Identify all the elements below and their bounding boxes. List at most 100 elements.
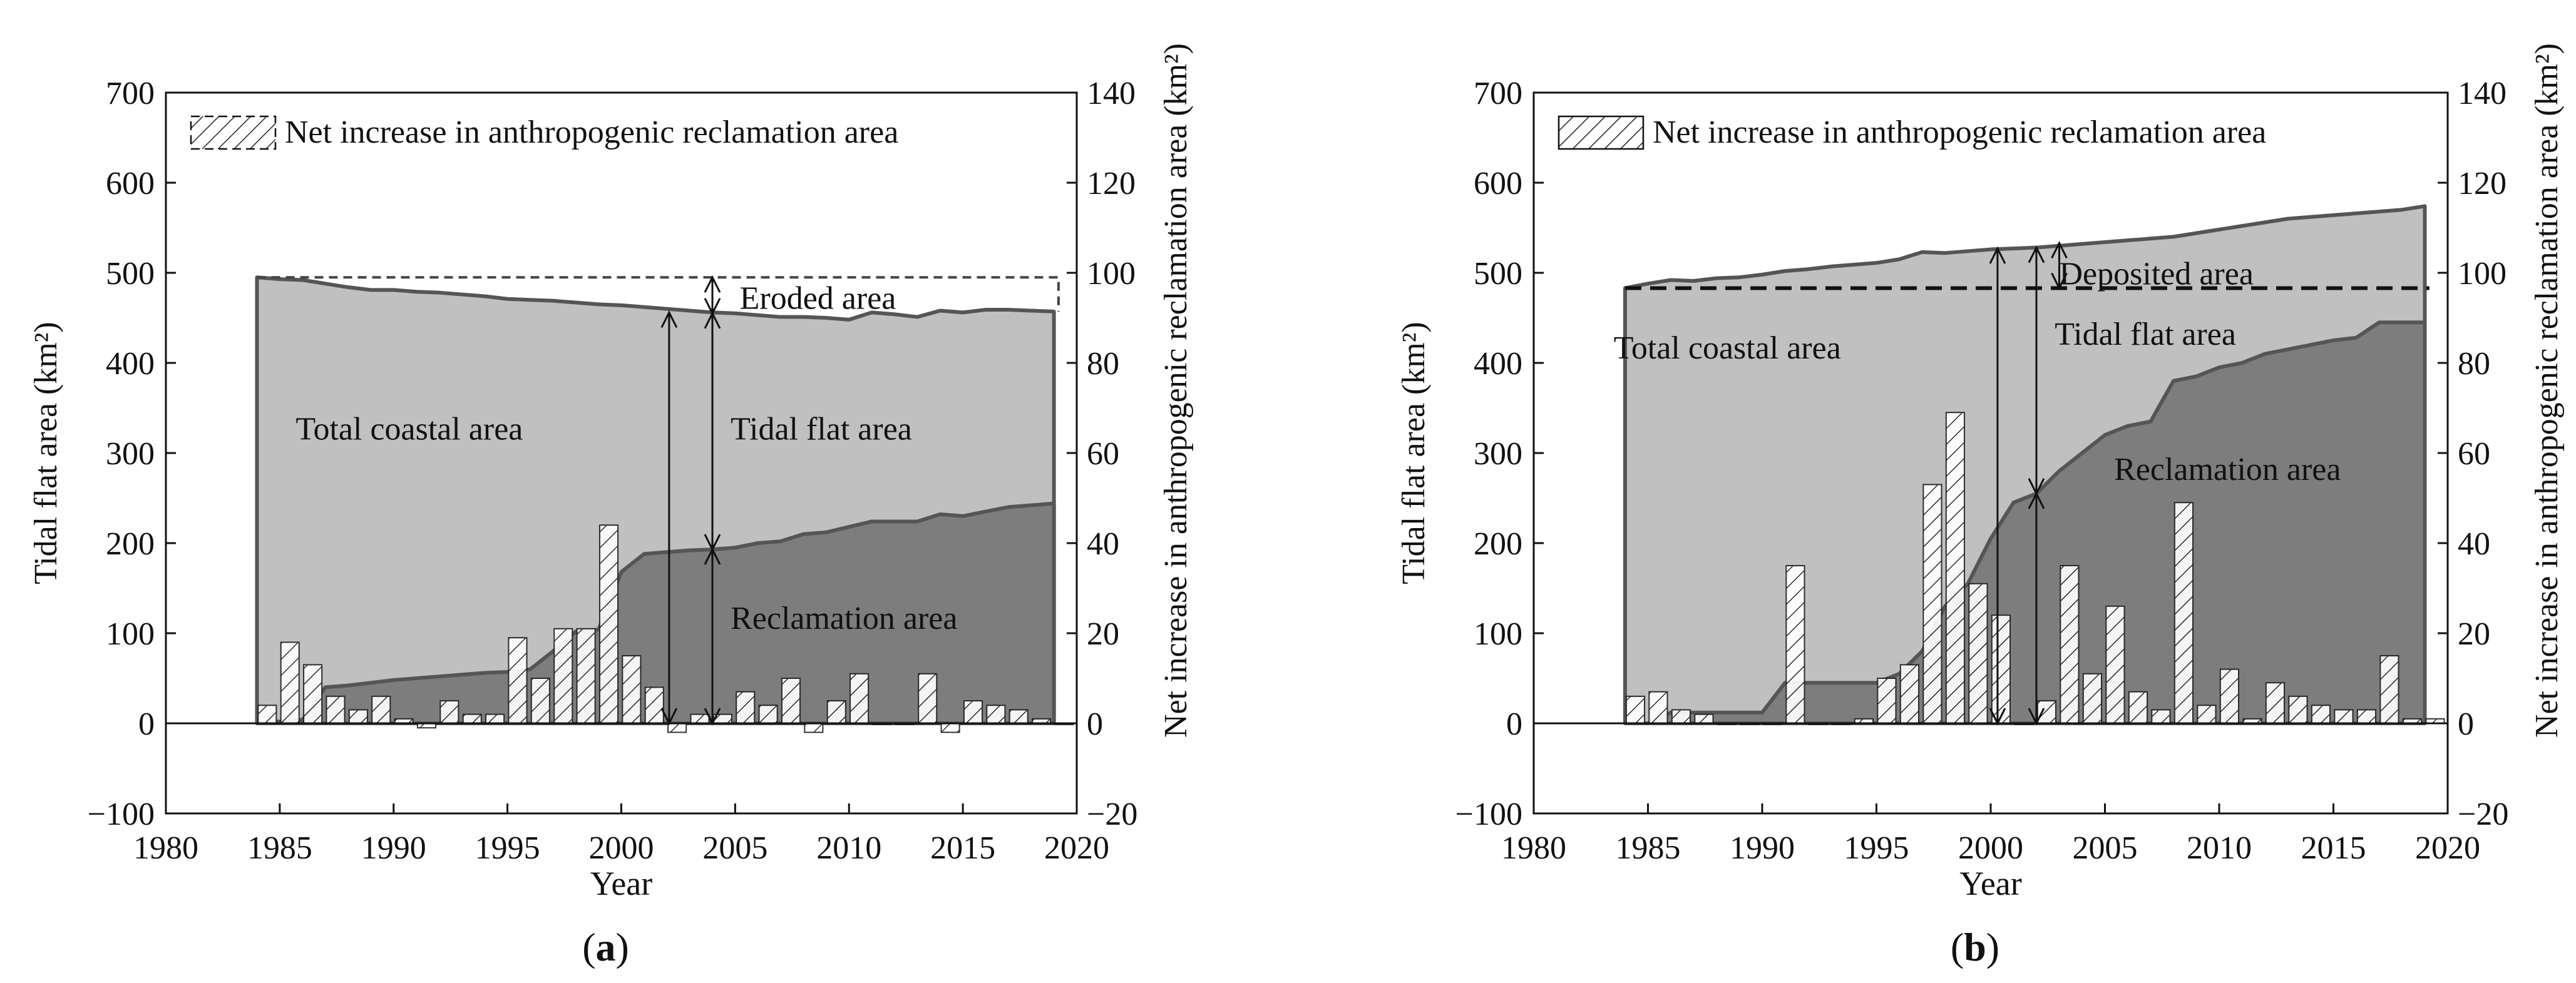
panel-b-ytick-right-label-3: 40	[2458, 526, 2490, 562]
panel-b-ytick-right-label-4: 60	[2458, 436, 2490, 472]
panel-a-bar-1994	[485, 713, 505, 724]
panel-a-ytick-right-label-7: 120	[1087, 166, 1136, 201]
panel-b-bar-2016	[2356, 709, 2377, 725]
panel-a-bar-2005	[736, 691, 756, 724]
panel-b-legend-swatch	[1557, 115, 1645, 150]
panel-a-arrow-reclamation-head-bottom	[704, 708, 721, 726]
panel-a-bar-2016	[986, 705, 1006, 724]
panel-b-ytick-left-label-5: 400	[1474, 346, 1522, 382]
panel-a-bar-2002	[667, 723, 687, 733]
panel-a-bar-1999	[598, 524, 619, 724]
panel-b-ytick-left-label-8: 700	[1474, 76, 1522, 111]
panel-b-bar-2002	[2036, 700, 2057, 724]
panel-a-bar-2001	[644, 686, 664, 725]
panel-a-annotation-reclamation: Reclamation area	[731, 601, 957, 636]
panel-a-xtick-label-2005: 2005	[702, 830, 767, 866]
panel-b-bar-2015	[2334, 709, 2354, 725]
panel-b-arrow-reclamation-head-top	[2028, 491, 2045, 509]
panel-b-bar-2000	[1991, 614, 2011, 725]
panel-a-arrow-reclamation-head-top	[704, 547, 721, 565]
panel-b: 1980 1985 1990 1995 2000 2005 2010 2015 2020−100…	[1396, 43, 2565, 969]
panel-a-bar-2000	[622, 655, 642, 724]
panel-a-arrow-eroded-head-bottom	[704, 298, 721, 316]
panel-b-bar-2014	[2311, 705, 2331, 724]
panel-b-bar-1985	[1648, 691, 1668, 724]
panel-a-bar-1995	[508, 637, 528, 725]
panel-a-ytick-left-label-3: 200	[106, 526, 155, 562]
panel-a-ytick-left-label-2: 100	[106, 616, 155, 652]
panel-a-ytick-left-label-8: 700	[106, 76, 155, 111]
panel-b-xtick-label-1980: 1980	[1501, 830, 1566, 866]
panel-a-xtick-label-2010: 2010	[816, 830, 881, 866]
panel-b-legend-text: Net increase in anthropogenic reclamatio…	[1653, 115, 2266, 150]
panel-a-y-axis-label-right: Net increase in anthropogenic reclamatio…	[1158, 43, 1194, 738]
panel-b-y-axis-label-right: Net increase in anthropogenic reclamatio…	[2529, 43, 2565, 738]
panel-a-legend: Net increase in anthropogenic reclamatio…	[190, 115, 898, 150]
panel-b-bar-2007	[2151, 709, 2171, 725]
panel-a-label: (a)	[582, 925, 629, 969]
panel-a-annotation-change: Eroded area	[740, 281, 896, 317]
panel-b-xtick-label-1990: 1990	[1730, 830, 1795, 866]
panel-b-bar-1995	[1877, 678, 1897, 724]
panel-b-xtick-label-1995: 1995	[1844, 830, 1909, 866]
panel-b-bar-2009	[2197, 705, 2217, 724]
panel-a-xtick-label-1990: 1990	[361, 830, 426, 866]
panel-a-legend-swatch	[190, 115, 277, 150]
panel-b-ytick-left-label-4: 300	[1474, 436, 1522, 472]
panel-b-bar-2010	[2219, 668, 2240, 724]
panel-b-bar-2006	[2128, 691, 2148, 724]
panel-b-bar-2003	[2060, 565, 2080, 724]
panel-a-bar-1985	[280, 641, 300, 725]
panel-a-annotation-tidal: Tidal flat area	[731, 411, 912, 447]
panel-b-xtick-label-1985: 1985	[1616, 830, 1681, 866]
panel-a-ytick-left-label-4: 300	[106, 436, 155, 472]
panel-b-xtick-label-2020: 2020	[2415, 830, 2480, 866]
panel-b-bar-2017	[2379, 655, 2399, 724]
panel-a-bar-2015	[963, 700, 983, 724]
panel-b-bar-1996	[1899, 664, 1920, 725]
panel-a-xtick-label-2015: 2015	[930, 830, 995, 866]
panel-a-bar-2008	[804, 723, 824, 733]
panel-a-ytick-right-label-5: 80	[1087, 346, 1119, 382]
panel-b-legend: Net increase in anthropogenic reclamatio…	[1557, 115, 2266, 150]
panel-b-annotation-change: Deposited area	[2060, 257, 2254, 292]
panel-a-ytick-left-label-6: 500	[106, 256, 155, 292]
panel-a-legend-text: Net increase in anthropogenic reclamatio…	[285, 115, 898, 150]
panel-b-bar-2005	[2105, 605, 2125, 724]
panel-b-arrow-total-head-top	[1989, 246, 2006, 264]
panel-b-arrow-deposited-head-top	[2051, 241, 2068, 259]
panel-a-bar-2017	[1008, 709, 1029, 725]
panel-a-ytick-right-label-3: 40	[1087, 526, 1119, 562]
panel-a-bar-1996	[530, 678, 550, 724]
panel-a-bar-2014	[940, 723, 960, 733]
panel-b-xtick-label-2010: 2010	[2187, 830, 2252, 866]
panel-b-xtick-label-2015: 2015	[2301, 830, 2366, 866]
panel-a-xtick-label-1980: 1980	[133, 830, 198, 866]
panel-b-x-axis-label: Year	[1959, 865, 2022, 902]
panel-a-ytick-left-label-5: 400	[106, 346, 155, 382]
panel-b-ytick-right-label-8: 140	[2458, 76, 2507, 111]
panel-a-ytick-right-label-8: 140	[1087, 76, 1136, 111]
panel-b-bar-1997	[1922, 484, 1942, 725]
panel-b-label: (b)	[1951, 925, 1999, 969]
panel-b-ytick-left-label-1: 0	[1506, 706, 1522, 742]
panel-a-ytick-right-label-6: 100	[1087, 256, 1136, 292]
panel-b-arrow-deposited-head-bottom	[2051, 272, 2068, 290]
panel-a-arrow-eroded-head-top	[704, 275, 721, 293]
panel-b-annotation-total: Total coastal area	[1614, 330, 1841, 366]
panel-b-bar-2008	[2173, 502, 2194, 724]
panel-b-xtick-label-2005: 2005	[2073, 830, 2138, 866]
panel-a-annotation-total: Total coastal area	[295, 411, 523, 447]
panel-a-xtick-label-1985: 1985	[247, 830, 312, 866]
panel-a-bar-1984	[257, 705, 277, 724]
panel-b-ytick-right-label-7: 120	[2458, 166, 2507, 201]
panel-a-bar-1992	[439, 700, 459, 724]
panel-a-ytick-right-label-0: −20	[1087, 797, 1137, 832]
panel-b-annotation-tidal: Tidal flat area	[2055, 317, 2236, 352]
panel-a-bar-1993	[462, 713, 482, 724]
panel-a-y-axis-label-left: Tidal flat area (km²)	[28, 322, 64, 584]
panel-a-arrow-total-head-bottom	[660, 708, 678, 726]
panel-b-reclamation-area	[1623, 320, 2427, 725]
panel-b-ytick-right-label-5: 80	[2458, 346, 2490, 382]
panel-a-bar-1987	[326, 695, 346, 725]
